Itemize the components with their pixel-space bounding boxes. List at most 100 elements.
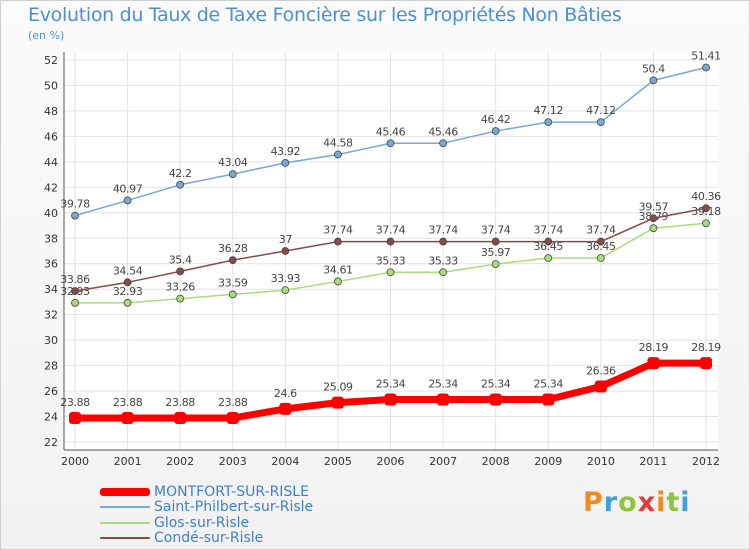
data-label: 37.74: [376, 224, 406, 237]
data-point: [596, 254, 605, 262]
data-point: [702, 219, 710, 228]
data-label: 25.34: [428, 377, 458, 390]
data-label: 43.04: [218, 156, 248, 169]
data-point: [331, 396, 344, 409]
proxiti-logo: Proxiti: [583, 487, 691, 518]
x-tick-label: 2010: [587, 455, 615, 468]
x-tick-label: 2012: [692, 455, 720, 468]
data-point: [489, 393, 502, 406]
data-label: 28.19: [639, 341, 669, 354]
data-point: [281, 158, 290, 167]
data-point: [386, 268, 395, 277]
y-tick-label: 30: [44, 334, 58, 347]
data-point: [649, 224, 658, 233]
legend-swatch-saint-philbert: [100, 506, 150, 509]
legend-label-glos: Glos-sur-Risle: [154, 514, 250, 531]
data-label: 36.28: [218, 242, 248, 255]
data-label: 25.34: [481, 377, 511, 390]
data-label: 25.34: [376, 377, 406, 390]
data-label: 47.12: [586, 104, 616, 117]
data-point: [228, 290, 237, 299]
data-point: [386, 139, 395, 148]
data-point: [386, 237, 395, 246]
data-label: 23.88: [113, 396, 143, 409]
y-tick-label: 22: [44, 436, 58, 449]
data-label: 25.34: [534, 377, 564, 390]
data-label: 32.93: [113, 285, 143, 298]
data-point: [544, 237, 553, 246]
data-point: [69, 412, 81, 425]
y-tick-label: 34: [44, 283, 58, 296]
data-label: 51.41: [691, 50, 721, 63]
legend-swatch-conde: [100, 537, 150, 540]
data-label: 35.33: [428, 254, 458, 267]
data-label: 36.45: [534, 240, 564, 253]
unit-label: (en %): [28, 29, 65, 42]
y-tick-label: 46: [44, 130, 58, 143]
data-point: [491, 127, 500, 135]
data-point: [176, 294, 185, 303]
data-label: 50.4: [642, 62, 665, 75]
data-point: [226, 412, 239, 425]
data-label: 37.74: [323, 224, 353, 237]
data-label: 37.74: [481, 224, 511, 237]
data-label: 33.86: [60, 273, 90, 286]
y-tick-label: 50: [44, 79, 58, 92]
data-point: [437, 393, 450, 406]
data-label: 35.33: [376, 254, 406, 267]
data-point: [544, 118, 553, 127]
y-tick-label: 28: [44, 360, 58, 373]
data-label: 42.2: [169, 167, 192, 180]
y-tick-label: 40: [44, 207, 58, 220]
legend: MONTFORT-SUR-RISLE Saint-Philbert-sur-Ri…: [100, 484, 313, 546]
y-tick-label: 24: [44, 411, 58, 424]
data-label: 36.45: [586, 240, 616, 253]
data-point: [439, 139, 447, 148]
data-point: [71, 287, 79, 295]
data-point: [649, 214, 658, 223]
x-tick-label: 2004: [271, 455, 299, 468]
data-label: 37.74: [534, 224, 564, 237]
data-point: [176, 267, 185, 276]
data-point: [279, 402, 292, 415]
data-label: 23.88: [165, 396, 195, 409]
y-tick-label: 52: [44, 54, 58, 67]
data-point: [594, 380, 607, 393]
data-label: 37: [279, 233, 293, 246]
data-label: 45.46: [376, 125, 406, 138]
y-tick-label: 38: [44, 232, 58, 245]
x-tick-label: 2007: [429, 455, 457, 468]
data-label: 35.4: [169, 253, 192, 266]
data-point: [121, 412, 134, 425]
data-point: [491, 237, 500, 246]
y-tick-label: 48: [44, 105, 58, 118]
legend-label-saint-philbert: Saint-Philbert-sur-Risle: [154, 499, 314, 516]
data-label: 47.12: [534, 104, 564, 117]
data-label: 24.6: [274, 387, 297, 400]
data-label: 37.74: [428, 224, 458, 237]
data-label: 45.46: [428, 125, 458, 138]
x-tick-label: 2008: [482, 455, 510, 468]
legend-label-conde: Condé-sur-Risle: [154, 530, 264, 547]
data-point: [281, 286, 290, 294]
data-label: 43.92: [271, 145, 301, 158]
legend-item-conde: Condé-sur-Risle: [100, 530, 313, 547]
data-label: 26.36: [586, 364, 616, 377]
data-point: [544, 254, 553, 262]
data-point: [542, 393, 555, 406]
data-label: 40.97: [113, 182, 143, 195]
data-point: [123, 298, 132, 307]
data-point: [281, 247, 290, 255]
data-label: 37.74: [586, 224, 616, 237]
data-point: [334, 277, 342, 286]
x-tick-label: 2000: [61, 455, 89, 468]
data-label: 33.93: [271, 272, 301, 285]
data-point: [647, 357, 660, 370]
data-point: [228, 170, 237, 178]
data-point: [702, 204, 710, 213]
data-point: [596, 237, 605, 246]
data-label: 46.42: [481, 113, 511, 126]
data-point: [334, 237, 342, 246]
x-tick-label: 2009: [534, 455, 562, 468]
